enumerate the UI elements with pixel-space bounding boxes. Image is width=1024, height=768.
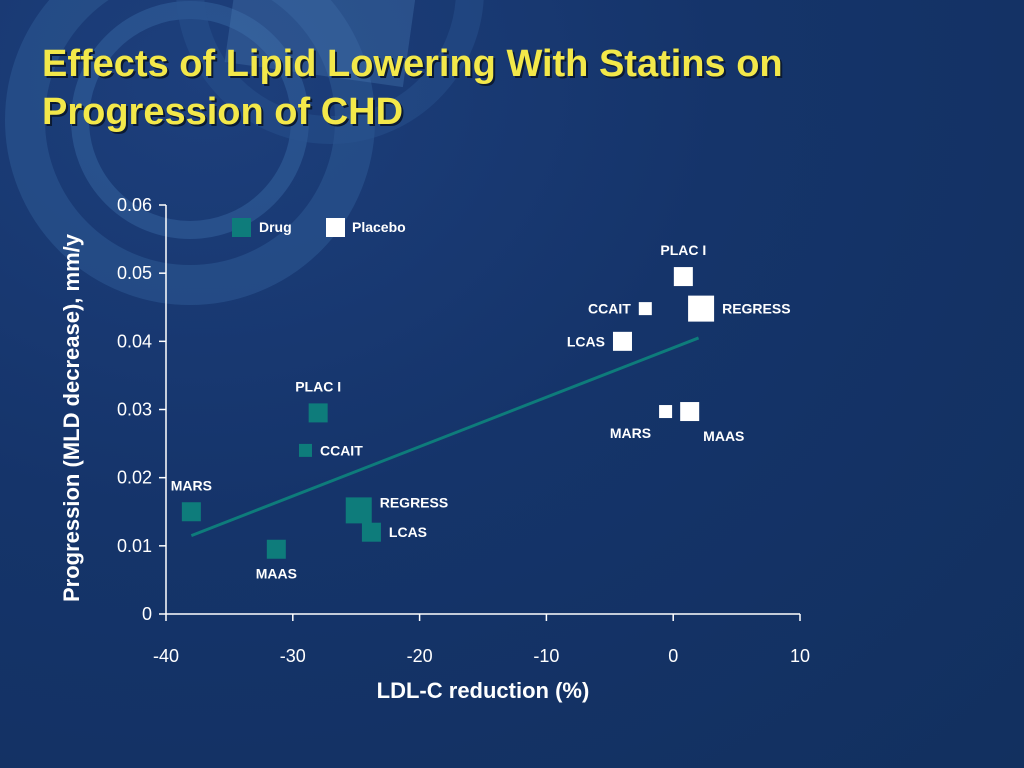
drug-point-ccait (298, 443, 312, 457)
drug-point-lcas (361, 522, 381, 542)
legend-drug-swatch (232, 218, 251, 237)
slide-title: Effects of Lipid Lowering With Statins o… (42, 40, 942, 136)
data-points (181, 267, 715, 559)
x-tick-label: -40 (153, 646, 179, 666)
placebo-point-lcas (612, 331, 632, 351)
drug-point-label: PLAC I (295, 378, 341, 394)
y-tick-label: 0.03 (117, 400, 152, 420)
chart-axes: 0 0.01 0.02 0.03 0.04 0.05 0.06 -40 -30 -20 -10 0 10 (117, 195, 810, 666)
trendline (190, 336, 700, 538)
chart-legend: Drug Placebo (232, 218, 406, 237)
y-tick-label: 0.05 (117, 263, 152, 283)
placebo-point-label: REGRESS (722, 301, 790, 317)
y-tick-label: 0 (142, 604, 152, 624)
y-axis-title: Progression (MLD decrease), mm/y (59, 233, 84, 602)
placebo-point-plac-i (673, 267, 693, 287)
x-axis-title: LDL-C reduction (%) (377, 678, 590, 703)
trendline-group (190, 336, 700, 538)
drug-point-plac-i (308, 403, 328, 423)
legend-placebo-label: Placebo (352, 219, 406, 235)
placebo-point-mars (659, 405, 673, 419)
y-tick-label: 0.02 (117, 468, 152, 488)
placebo-point-ccait (638, 302, 652, 316)
placebo-point-maas (680, 402, 700, 422)
placebo-point-label: LCAS (567, 333, 605, 349)
x-tick-label: -30 (280, 646, 306, 666)
point-labels: MARS MAAS PLAC I CCAIT REGRESS LCAS PLAC I CCAI… (171, 242, 791, 582)
placebo-point-label: MARS (610, 425, 651, 441)
placebo-point-label: CCAIT (588, 301, 631, 317)
drug-point-maas (266, 539, 286, 559)
x-tick-label: 10 (790, 646, 810, 666)
legend-placebo-swatch (326, 218, 345, 237)
drug-point-label: REGRESS (380, 494, 448, 510)
x-tick-label: -10 (533, 646, 559, 666)
drug-point-label: MAAS (256, 566, 297, 582)
placebo-point-label: MAAS (703, 428, 744, 444)
drug-point-mars (181, 502, 201, 522)
y-tick-label: 0.06 (117, 195, 152, 215)
legend-drug-label: Drug (259, 219, 292, 235)
x-tick-label: 0 (668, 646, 678, 666)
drug-point-regress (345, 497, 372, 524)
slide-title-line-1: Effects of Lipid Lowering With Statins o… (42, 43, 783, 85)
slide-title-line-2: Progression of CHD (42, 91, 404, 133)
y-tick-label: 0.04 (117, 331, 152, 351)
drug-point-label: MARS (171, 477, 212, 493)
placebo-point-regress (688, 295, 715, 322)
x-tick-label: -20 (407, 646, 433, 666)
drug-point-label: CCAIT (320, 442, 363, 458)
placebo-point-label: PLAC I (660, 242, 706, 258)
y-tick-label: 0.01 (117, 536, 152, 556)
drug-point-label: LCAS (389, 524, 427, 540)
